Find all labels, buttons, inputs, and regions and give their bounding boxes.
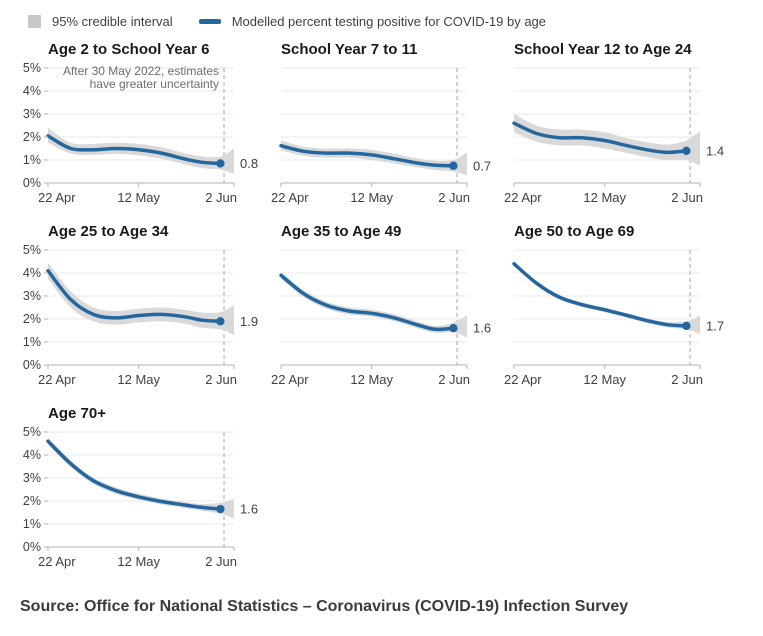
credible-interval-swatch-icon xyxy=(28,14,41,28)
x-tick-label: 2 Jun xyxy=(438,372,470,387)
small-multiples-grid: Age 2 to School Year 6 0.8 22 Apr 12 May 2 J… xyxy=(18,40,763,582)
modelled-line-swatch-icon xyxy=(198,18,221,24)
credible-interval-label: 95% credible interval xyxy=(52,13,173,29)
credible-interval-band xyxy=(281,140,467,176)
latest-estimate-value: 1.4 xyxy=(706,143,724,158)
x-tick-label: 12 May xyxy=(583,190,626,205)
x-tick-label: 12 May xyxy=(350,190,393,205)
latest-estimate-value: 1.9 xyxy=(240,314,258,329)
x-tick-label: 12 May xyxy=(583,372,626,387)
y-tick-label: 2% xyxy=(23,130,41,144)
modelled-line xyxy=(512,121,689,155)
credible-interval-band xyxy=(281,271,467,338)
y-tick-label: 3% xyxy=(23,289,41,303)
uncertainty-annotation: After 30 May 2022, estimates xyxy=(63,64,219,78)
y-tick-label: 4% xyxy=(23,266,41,280)
chart-panel: Age 2 to School Year 6 0.8 22 Apr 12 May 2 J… xyxy=(18,40,258,218)
y-tick-label: 3% xyxy=(23,107,41,121)
y-tick-label: 5% xyxy=(23,425,41,439)
credible-interval-band xyxy=(514,261,700,334)
y-tick-label: 5% xyxy=(23,243,41,257)
latest-estimate-dot xyxy=(216,159,225,168)
latest-estimate-dot xyxy=(449,324,458,333)
modelled-line xyxy=(512,262,689,328)
y-tick-label: 1% xyxy=(23,335,41,349)
x-tick-label: 22 Apr xyxy=(271,190,309,205)
panel-plot: 1.4 22 Apr 12 May 2 Jun xyxy=(504,67,724,205)
latest-estimate-dot xyxy=(216,317,225,326)
panel-title: Age 35 to Age 49 xyxy=(281,223,402,240)
latest-estimate-dot xyxy=(449,161,458,170)
panel-title: Age 70+ xyxy=(48,405,106,422)
panel-plot: 0.8 22 Apr 12 May 2 Jun 0% 1% 2% 3% 4% 5% After 30… xyxy=(23,61,258,205)
x-tick-label: 12 May xyxy=(117,372,160,387)
y-tick-label: 4% xyxy=(23,448,41,462)
x-tick-label: 2 Jun xyxy=(438,190,470,205)
y-tick-label: 2% xyxy=(23,494,41,508)
panel-plot: 1.6 22 Apr 12 May 2 Jun 0% 1% 2% 3% 4% 5% xyxy=(23,425,258,569)
chart-panel: School Year 12 to Age 24 1.4 22 Apr 12 May 2… xyxy=(484,40,724,218)
latest-estimate-value: 1.7 xyxy=(706,318,724,333)
x-tick-label: 22 Apr xyxy=(504,190,542,205)
credible-interval-band xyxy=(48,262,234,336)
uncertainty-annotation: have greater uncertainty xyxy=(90,77,219,91)
x-tick-label: 12 May xyxy=(350,372,393,387)
panel-plot: 1.9 22 Apr 12 May 2 Jun 0% 1% 2% 3% 4% 5% xyxy=(23,243,258,387)
legend-item-modelled-line: Modelled percent testing positive for CO… xyxy=(198,13,547,29)
y-tick-label: 2% xyxy=(23,312,41,326)
y-tick-label: 4% xyxy=(23,84,41,98)
source-note: Source: Office for National Statistics –… xyxy=(20,598,629,615)
y-tick-label: 3% xyxy=(23,471,41,485)
chart-panel: Age 50 to Age 69 1.7 22 Apr 12 May 2 Jun xyxy=(484,222,724,400)
modelled-line xyxy=(279,143,456,168)
latest-estimate-value: 0.8 xyxy=(240,156,258,171)
x-tick-label: 12 May xyxy=(117,554,160,569)
y-tick-label: 0% xyxy=(23,176,41,190)
modelled-line xyxy=(279,273,456,332)
x-tick-label: 22 Apr xyxy=(271,372,309,387)
y-tick-label: 1% xyxy=(23,153,41,167)
panel-title: School Year 12 to Age 24 xyxy=(514,41,692,58)
legend-item-credible-interval: 95% credible interval xyxy=(28,14,173,29)
x-tick-label: 12 May xyxy=(117,190,160,205)
panel-plot: 0.7 22 Apr 12 May 2 Jun xyxy=(271,67,491,205)
latest-estimate-dot xyxy=(216,504,225,514)
y-tick-label: 0% xyxy=(23,358,41,372)
x-tick-label: 2 Jun xyxy=(671,190,703,205)
panel-plot: 1.7 22 Apr 12 May 2 Jun xyxy=(504,249,724,387)
modelled-line xyxy=(46,439,223,511)
panel-title: Age 2 to School Year 6 xyxy=(48,41,210,58)
x-tick-label: 22 Apr xyxy=(38,554,76,569)
x-tick-label: 2 Jun xyxy=(205,372,237,387)
latest-estimate-dot xyxy=(682,146,691,155)
x-tick-label: 2 Jun xyxy=(671,372,703,387)
chart-panel: Age 70+ 1.6 22 Apr 12 May 2 Jun 0% 1% 2% 3% 4% 5% xyxy=(18,404,258,582)
latest-estimate-value: 0.7 xyxy=(473,158,491,173)
latest-estimate-dot xyxy=(682,321,691,331)
y-tick-label: 5% xyxy=(23,61,41,75)
modelled-line xyxy=(46,268,223,324)
x-tick-label: 22 Apr xyxy=(38,190,76,205)
x-tick-label: 2 Jun xyxy=(205,190,237,205)
panel-plot: 1.6 22 Apr 12 May 2 Jun xyxy=(271,249,491,387)
modelled-line xyxy=(46,134,223,166)
chart-legend: 95% credible interval Modelled percent t… xyxy=(28,12,763,30)
latest-estimate-value: 1.6 xyxy=(473,321,491,336)
modelled-line-label: Modelled percent testing positive for CO… xyxy=(231,13,547,29)
panel-title: Age 50 to Age 69 xyxy=(514,223,635,240)
x-tick-label: 22 Apr xyxy=(504,372,542,387)
y-tick-label: 1% xyxy=(23,517,41,531)
chart-panel: Age 25 to Age 34 1.9 22 Apr 12 May 2 Jun 0% 1%… xyxy=(18,222,258,400)
x-tick-label: 2 Jun xyxy=(205,554,237,569)
chart-panel: Age 35 to Age 49 1.6 22 Apr 12 May 2 Jun xyxy=(251,222,491,400)
y-tick-label: 0% xyxy=(23,540,41,554)
chart-panel: School Year 7 to 11 0.7 22 Apr 12 May 2 Jun xyxy=(251,40,491,218)
x-tick-label: 22 Apr xyxy=(38,372,76,387)
panel-title: Age 25 to Age 34 xyxy=(48,223,169,240)
panel-title: School Year 7 to 11 xyxy=(281,41,418,58)
latest-estimate-value: 1.6 xyxy=(240,502,258,517)
